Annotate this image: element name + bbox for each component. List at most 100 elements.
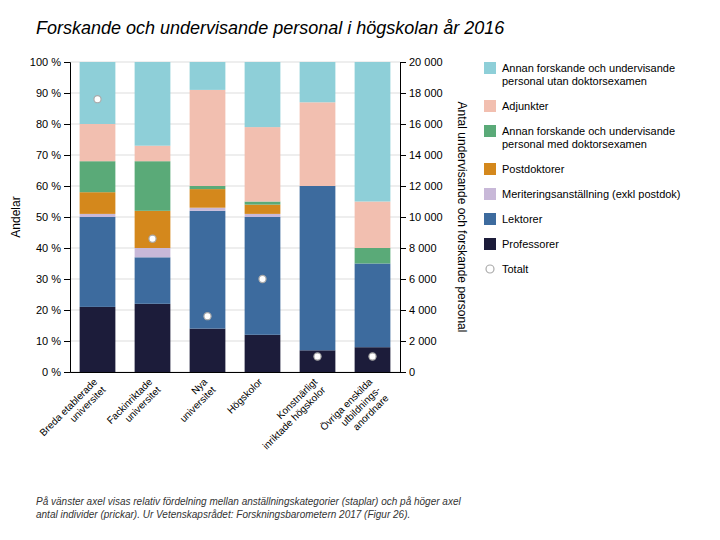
bar	[355, 264, 391, 348]
tick: Breda etableradeuniversitet	[37, 372, 107, 446]
tick-mark	[400, 124, 406, 125]
bar	[190, 211, 226, 329]
bar	[135, 248, 171, 257]
tick-mark	[400, 155, 406, 156]
bar-series	[80, 62, 391, 202]
tick: 0	[400, 366, 415, 378]
y2-axis-title: Antal undervisande och forskande persona…	[455, 102, 469, 333]
tick-mark	[64, 341, 70, 342]
tick-mark	[400, 310, 406, 311]
bar	[245, 205, 281, 214]
bar	[190, 62, 226, 90]
bar	[80, 217, 116, 307]
tick-mark	[64, 62, 70, 63]
tick-label: 60 %	[36, 180, 61, 192]
tick-label: 50 %	[36, 211, 61, 223]
grid-line	[70, 248, 400, 249]
tick: 0 %	[42, 366, 70, 378]
tick-mark	[400, 62, 406, 63]
grid	[70, 62, 400, 372]
bar	[80, 214, 116, 217]
tick-label-line: Högskolor	[225, 376, 265, 416]
tick-mark	[64, 279, 70, 280]
legend-label: Professorer	[502, 238, 559, 250]
bar	[245, 127, 281, 201]
tick-label-line: inriktade högskolor	[260, 384, 328, 452]
legend-label-line: Annan forskande och undervisande	[502, 125, 675, 137]
legend-swatch	[484, 188, 496, 200]
tick-mark	[400, 217, 406, 218]
tick-label: 70 %	[36, 149, 61, 161]
tick-mark	[400, 93, 406, 94]
bar	[300, 102, 336, 186]
legend-label: Meriteringsanställning (exkl postdok)	[502, 188, 681, 200]
tick: 10 000	[400, 211, 443, 223]
y2-axis: 02 0004 0006 0008 00010 00012 00014 0001…	[400, 56, 443, 378]
tick-label-line: universitet	[68, 384, 108, 424]
axis-domain	[64, 63, 71, 373]
tick-mark	[64, 124, 70, 125]
grid-line	[70, 124, 400, 125]
legend-label-line: Postdoktorer	[502, 163, 565, 175]
legend-label: Annan forskande och undervisandepersonal…	[502, 62, 675, 87]
bar	[135, 146, 171, 162]
tick: 30 %	[36, 273, 70, 285]
tick-mark	[400, 279, 406, 280]
tick: Fackinriktadeuniversitet	[105, 372, 163, 434]
bar	[245, 214, 281, 217]
tick-label: 4 000	[409, 304, 437, 316]
bar	[300, 350, 336, 372]
bar-series	[80, 161, 391, 263]
tick: 100 %	[30, 56, 70, 68]
tick-label: 2 000	[409, 335, 437, 347]
tick: 80 %	[36, 118, 70, 130]
tick: Nyauniversitet	[169, 372, 217, 424]
legend-item: Lektorer	[484, 213, 543, 225]
tick-label: 12 000	[409, 180, 443, 192]
tick: 90 %	[36, 87, 70, 99]
bar	[190, 90, 226, 186]
legend-item: Professorer	[484, 238, 559, 250]
tick-mark	[64, 93, 70, 94]
bar-series	[80, 90, 391, 248]
tick-label: 0 %	[42, 366, 61, 378]
legend-label-line: Annan forskande och undervisande	[502, 62, 675, 74]
tick-label-line: anordnare	[351, 392, 391, 432]
bar	[80, 62, 116, 124]
tick-mark	[400, 186, 406, 187]
legend-label: Adjunkter	[502, 100, 549, 112]
bar	[135, 62, 171, 146]
bar-series	[80, 304, 391, 372]
bar	[190, 189, 226, 208]
bar	[300, 62, 336, 102]
tick-label: 20 %	[36, 304, 61, 316]
tick-label: Nyauniversitet	[169, 376, 217, 424]
bar	[245, 62, 281, 127]
legend-item: Adjunkter	[484, 100, 549, 112]
tick-label: 0	[409, 366, 415, 378]
tick-label: 40 %	[36, 242, 61, 254]
tick: 70 %	[36, 149, 70, 161]
tick: Konstnärligtinriktade högskolor	[252, 372, 328, 451]
tick-label: 80 %	[36, 118, 61, 130]
legend-label-line: personal utan doktorsexamen	[502, 75, 647, 87]
axis-domain	[401, 63, 407, 373]
dot-series	[94, 96, 376, 360]
bar	[245, 202, 281, 205]
legend-label: Lektorer	[502, 213, 543, 225]
tick-mark	[400, 248, 406, 249]
tick: Högskolor	[225, 372, 265, 416]
legend-label-line: Totalt	[502, 263, 528, 275]
legend-swatch	[484, 163, 496, 175]
legend-swatch	[484, 100, 496, 112]
legend-label-line: Professorer	[502, 238, 559, 250]
bar-series	[80, 208, 281, 258]
bar	[355, 62, 391, 202]
tick-label: Konstnärligtinriktade högskolor	[252, 376, 328, 452]
legend-swatch	[484, 238, 496, 250]
legend-swatch	[484, 62, 496, 74]
legend-label: Annan forskande och undervisandepersonal…	[502, 125, 675, 150]
legend-item: Annan forskande och undervisandepersonal…	[484, 62, 675, 87]
grid-line	[70, 186, 400, 187]
tick-label: 10 000	[409, 211, 443, 223]
